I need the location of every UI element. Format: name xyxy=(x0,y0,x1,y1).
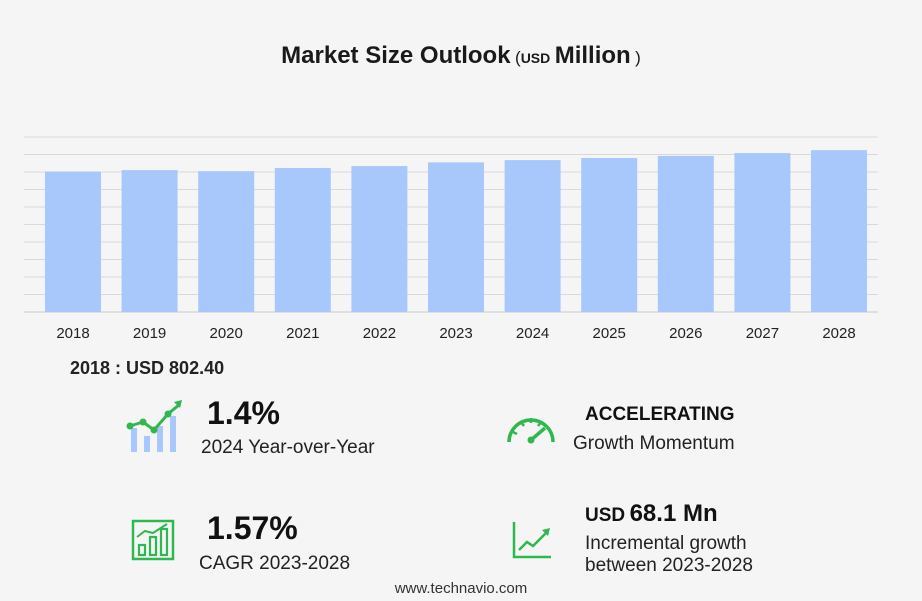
momentum-label: Growth Momentum xyxy=(573,433,735,454)
x-tick-label-2025: 2025 xyxy=(593,325,626,342)
x-tick-label-2024: 2024 xyxy=(516,325,549,342)
footer-source[interactable]: www.technavio.com xyxy=(394,580,528,597)
bar-2018[interactable] xyxy=(45,171,101,312)
title-paren-open: ( xyxy=(515,48,521,67)
bar-2021[interactable] xyxy=(274,167,331,312)
bar-chart-icon xyxy=(131,519,175,561)
momentum-value: ACCELERATING xyxy=(585,404,735,425)
baseline-value: 2018 : USD 802.40 xyxy=(70,358,225,378)
x-tick-label-2021: 2021 xyxy=(286,325,319,342)
x-tick-label-2020: 2020 xyxy=(210,325,243,342)
x-tick-label-2026: 2026 xyxy=(669,325,702,342)
cagr-metric: 1.57% xyxy=(207,510,298,547)
bar-2027[interactable] xyxy=(734,153,791,312)
x-tick-label-2023: 2023 xyxy=(439,325,472,342)
title-unit: USD xyxy=(520,50,551,66)
incremental-currency: USD xyxy=(585,505,626,526)
x-tick-label-2028: 2028 xyxy=(822,325,855,342)
cagr-label-wrap: CAGR 2023-2028 xyxy=(199,553,350,575)
title-paren-close: ) xyxy=(635,48,641,67)
incremental-label-wrap: Incremental growth between 2023-2028 xyxy=(585,533,753,577)
chart-title-text: Market Size Outlook xyxy=(281,42,511,69)
yoy-value: 1.4% xyxy=(207,395,280,431)
incremental-label-line2: between 2023-2028 xyxy=(585,555,753,576)
bar-chart: 2018 2019 2020 2021 2022 2023 2024 2025 2026 2027… xyxy=(24,136,878,342)
bar-2020[interactable] xyxy=(198,171,255,312)
chart-title: Market Size Outlook (USD Million ) xyxy=(0,42,922,70)
momentum-metric: ACCELERATING xyxy=(585,404,735,426)
incremental-metric: USD 68.1 Mn xyxy=(585,500,718,528)
cagr-label: CAGR 2023-2028 xyxy=(199,553,351,574)
cagr-value: 1.57% xyxy=(207,510,298,546)
yoy-label-wrap: 2024 Year-over-Year xyxy=(201,437,375,459)
speedometer-icon xyxy=(507,418,555,444)
bar-2019[interactable] xyxy=(121,170,178,312)
x-tick-label-2027: 2027 xyxy=(746,325,779,342)
x-tick-label-2022: 2022 xyxy=(363,325,396,342)
title-million: Million xyxy=(554,42,631,69)
incremental-label-line1: Incremental growth xyxy=(585,533,747,554)
bar-2028[interactable] xyxy=(811,150,867,312)
momentum-label-wrap: Growth Momentum xyxy=(573,433,735,455)
bar-2025[interactable] xyxy=(581,158,638,312)
yoy-metric: 1.4% xyxy=(207,395,280,432)
line-chart-icon xyxy=(512,522,551,559)
bar-2026[interactable] xyxy=(657,155,714,312)
x-tick-label-2019: 2019 xyxy=(133,325,166,342)
incremental-value: 68.1 Mn xyxy=(629,500,718,527)
yoy-label: 2024 Year-over-Year xyxy=(201,437,375,458)
bar-2024[interactable] xyxy=(504,160,561,312)
bar-2022[interactable] xyxy=(351,166,408,312)
x-tick-label-2018: 2018 xyxy=(56,325,89,342)
bar-2023[interactable] xyxy=(428,162,484,312)
trend-bars-icon xyxy=(126,400,182,452)
